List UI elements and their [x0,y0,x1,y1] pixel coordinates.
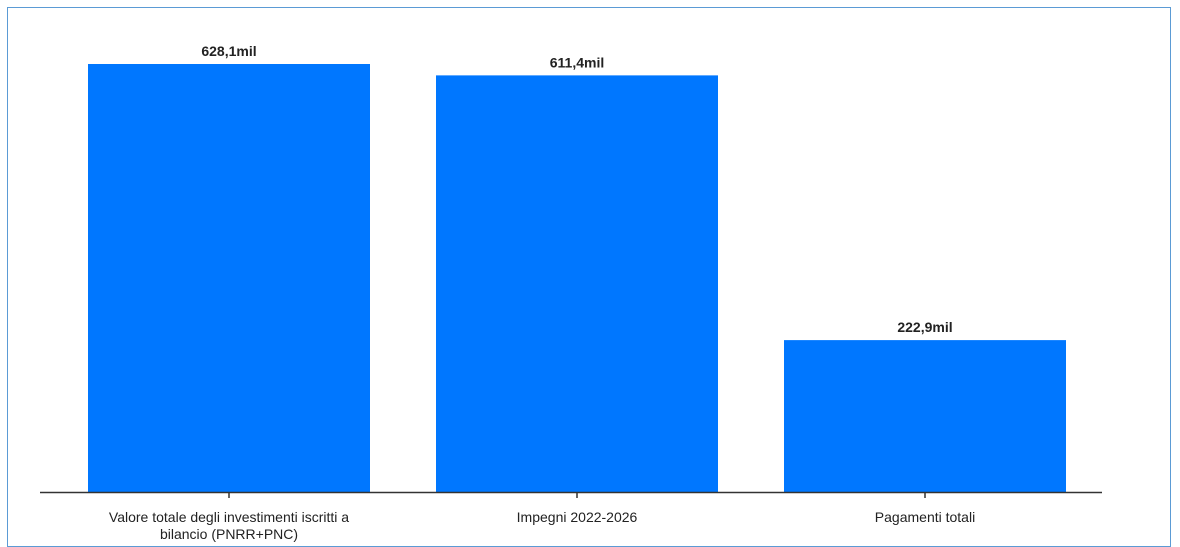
bar-2 [436,75,718,493]
x-axis-tick-label: Valore totale degli investimenti iscritt… [109,509,349,525]
bar-1 [88,64,370,492]
x-axis-tick-label: bilancio (PNRR+PNC) [160,526,298,542]
bar-3 [784,340,1066,492]
bar-value-label: 611,4mil [550,54,605,70]
bar-value-label: 222,9mil [897,319,952,335]
bar-value-label: 628,1mil [201,43,256,59]
x-axis-tick-label: Impegni 2022-2026 [517,509,638,525]
x-axis-tick-label: Pagamenti totali [875,509,975,525]
